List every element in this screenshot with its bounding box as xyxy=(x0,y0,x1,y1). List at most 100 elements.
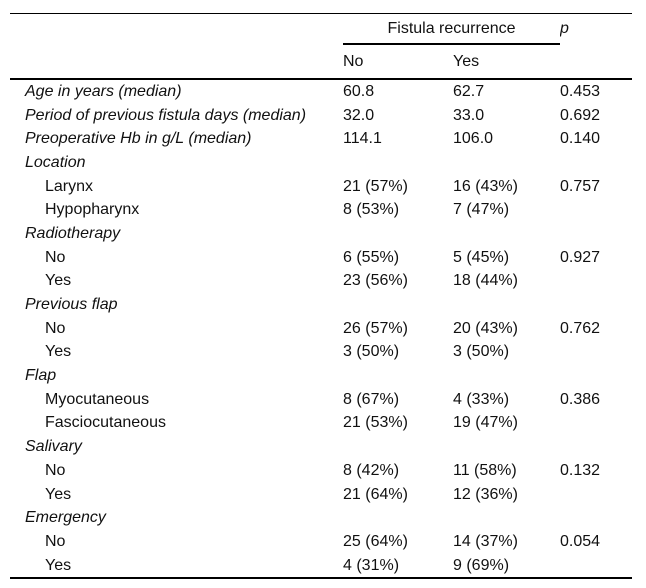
value-yes: 7 (47%) xyxy=(453,201,510,219)
value-yes: 20 (43%) xyxy=(453,319,518,337)
value-yes xyxy=(453,435,560,459)
value-no: 4 (31%) xyxy=(343,556,400,574)
value-no xyxy=(343,293,453,317)
header-group-row: Fistula recurrence p xyxy=(10,13,632,45)
row-label: Yes xyxy=(45,272,72,290)
value-yes xyxy=(453,222,560,246)
row-label: Yes xyxy=(45,485,72,503)
p-value xyxy=(560,364,632,388)
row-label: No xyxy=(45,319,66,337)
column-header-no: No xyxy=(343,44,453,80)
row-label: Radiotherapy xyxy=(25,224,121,242)
value-no xyxy=(343,435,453,459)
header-row: No Yes xyxy=(10,44,633,80)
value-yes: 11 (58%) xyxy=(453,461,517,479)
p-value xyxy=(560,222,632,246)
p-value xyxy=(560,435,632,459)
row-label: No xyxy=(45,532,66,550)
table-row: No 6 (55%) 5 (45%) 0.927 xyxy=(10,246,632,270)
p-value: 0.132 xyxy=(560,461,601,479)
p-value xyxy=(560,412,632,436)
table-body: Age in years (median) 60.8 62.7 0.453 Period… xyxy=(10,79,632,578)
column-header-yes: Yes xyxy=(453,44,561,80)
value-no: 23 (56%) xyxy=(343,272,408,290)
value-no: 32.0 xyxy=(343,106,375,124)
value-yes: 4 (33%) xyxy=(453,390,510,408)
row-label: Yes xyxy=(45,556,72,574)
table-row: No 25 (64%) 14 (37%) 0.054 xyxy=(10,530,632,554)
value-no: 26 (57%) xyxy=(343,319,408,337)
value-yes: 33.0 xyxy=(453,106,485,124)
value-yes: 14 (37%) xyxy=(453,532,518,550)
column-group-header: Fistula recurrence xyxy=(343,13,561,45)
table-row: Myocutaneous 8 (67%) 4 (33%) 0.386 xyxy=(10,388,632,412)
p-value: 0.762 xyxy=(560,319,601,337)
value-yes: 5 (45%) xyxy=(453,248,510,266)
value-yes: 12 (36%) xyxy=(453,485,518,503)
category-row: Preoperative Hb in g/L (median) 114.1 106.… xyxy=(10,127,632,151)
value-yes: 18 (44%) xyxy=(453,272,518,290)
row-label: Emergency xyxy=(25,509,106,527)
category-row: Period of previous fistula days (median)… xyxy=(10,104,632,128)
value-no xyxy=(343,222,453,246)
value-no: 8 (42%) xyxy=(343,461,400,479)
value-yes: 16 (43%) xyxy=(453,177,518,195)
category-row: Salivary xyxy=(10,435,632,459)
table-row: No 26 (57%) 20 (43%) 0.762 xyxy=(10,317,632,341)
value-no xyxy=(343,506,453,530)
value-no: 6 (55%) xyxy=(343,248,400,266)
header-empty-cell xyxy=(10,14,343,45)
p-value: 0.054 xyxy=(560,532,601,550)
category-row: Previous flap xyxy=(10,293,632,317)
value-yes xyxy=(453,293,560,317)
value-no: 8 (67%) xyxy=(343,390,400,408)
value-yes: 62.7 xyxy=(453,82,485,100)
value-no: 60.8 xyxy=(343,82,375,100)
table-row: Yes 23 (56%) 18 (44%) xyxy=(10,270,632,294)
row-label: Hypopharynx xyxy=(45,201,140,219)
p-column-header: p xyxy=(560,20,569,37)
table-row: Yes 21 (64%) 12 (36%) xyxy=(10,483,632,507)
value-yes: 106.0 xyxy=(453,130,494,148)
value-yes xyxy=(453,364,560,388)
value-yes xyxy=(453,151,560,175)
p-value xyxy=(560,198,632,222)
row-label: Flap xyxy=(25,367,57,385)
row-label: Previous flap xyxy=(25,296,118,314)
value-no: 25 (64%) xyxy=(343,532,408,550)
row-label: No xyxy=(45,248,66,266)
p-value: 0.927 xyxy=(560,248,601,266)
row-label: No xyxy=(45,461,66,479)
row-label: Fasciocutaneous xyxy=(45,414,166,432)
table-row: Yes 4 (31%) 9 (69%) xyxy=(10,554,632,579)
p-value: 0.453 xyxy=(560,82,601,100)
value-no: 3 (50%) xyxy=(343,343,400,361)
p-value xyxy=(560,341,632,365)
table-row: No 8 (42%) 11 (58%) 0.132 xyxy=(10,459,632,483)
p-value xyxy=(560,506,632,530)
value-no xyxy=(343,364,453,388)
value-no: 21 (53%) xyxy=(343,414,408,432)
header-empty-cell xyxy=(10,44,343,80)
row-label: Larynx xyxy=(45,177,94,195)
value-no: 114.1 xyxy=(343,130,382,148)
p-value xyxy=(560,270,632,294)
table-row: Fasciocutaneous 21 (53%) 19 (47%) xyxy=(10,412,632,436)
p-value: 0.692 xyxy=(560,106,601,124)
row-label: Myocutaneous xyxy=(45,390,150,408)
value-no: 21 (57%) xyxy=(343,177,408,195)
value-yes xyxy=(453,506,560,530)
statistics-table: Fistula recurrence p No Yes Age in years… xyxy=(10,13,633,580)
value-yes: 19 (47%) xyxy=(453,414,518,432)
value-yes: 3 (50%) xyxy=(453,343,510,361)
category-row: Radiotherapy xyxy=(10,222,632,246)
row-label: Age in years (median) xyxy=(25,82,182,100)
row-label: Location xyxy=(25,153,86,171)
table-row: Yes 3 (50%) 3 (50%) xyxy=(10,341,632,365)
p-value xyxy=(560,151,632,175)
value-no xyxy=(343,151,453,175)
row-label: Yes xyxy=(45,343,72,361)
value-no: 21 (64%) xyxy=(343,485,408,503)
p-value: 0.140 xyxy=(560,130,601,148)
